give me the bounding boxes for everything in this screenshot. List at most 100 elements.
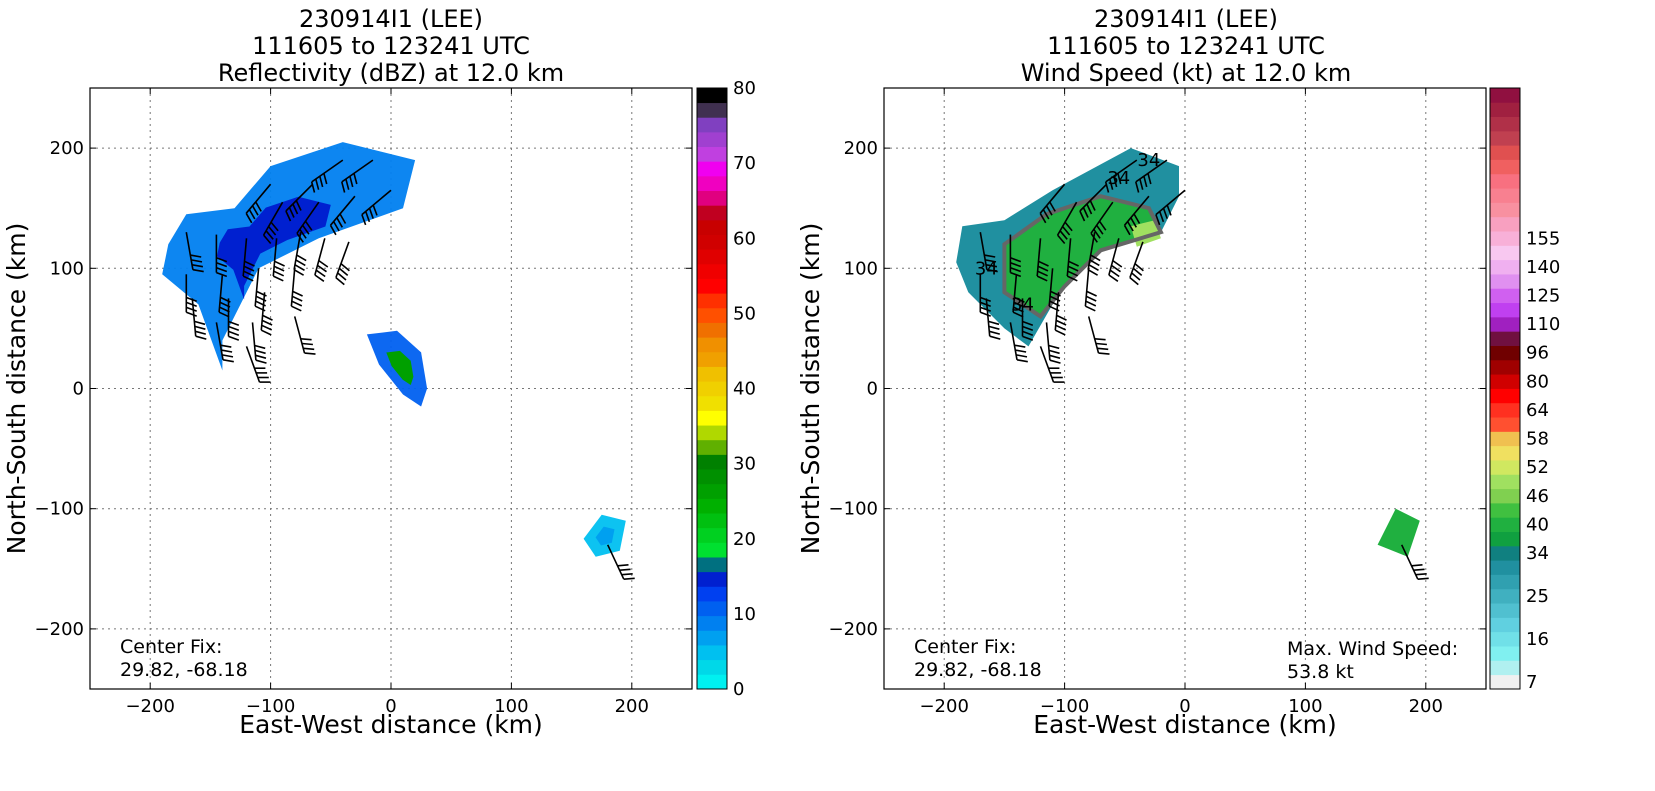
wind-barb-feather [1012,311,1024,318]
wind-barb-feather [273,270,285,277]
wind-barb-feather [985,264,998,268]
wind-barb-feather [1049,201,1056,212]
colorbar-swatch [697,366,727,382]
wind-barb-feather [1162,207,1168,219]
colorbar-tick-label: 155 [1526,228,1560,249]
wind-barb-feather [314,274,325,282]
colorbar-tick-label: 140 [1526,257,1560,278]
colorbar-swatch [1490,388,1520,404]
wind-barb-feather [988,330,1001,335]
wind-barb-feather [1111,264,1121,273]
colorbar-swatch [697,117,727,133]
colorbar-swatch [697,131,727,148]
colorbar-swatch [1490,574,1520,590]
wind-barb-staff [606,544,625,580]
wind-barb [1045,322,1061,364]
wind-barb-feather [1147,173,1152,185]
wind-speed-region [1377,508,1420,557]
colorbar-swatch [1490,359,1520,375]
wind-barb-feather [1085,300,1097,307]
wind-barb-feather [301,342,313,346]
wind-barb-feather [315,269,326,278]
colorbar-swatch [1490,460,1520,475]
wind-barb-feather [1086,290,1097,297]
wind-barb-feather [1095,224,1104,235]
chart-title-line: 230914I1 (LEE) [299,5,483,33]
center-fix-label: Center Fix: [120,636,222,658]
wind-barb [979,274,991,317]
colorbar-tick-label: 16 [1526,629,1549,650]
wind-barb-feather [1068,260,1079,267]
colorbar-swatch [697,293,727,309]
wind-barb-staff [985,298,991,337]
colorbar-swatch [1490,274,1520,289]
y-axis-label: North-South distance (km) [2,223,31,555]
wind-barb-feather [621,573,633,576]
wind-barb-staff [1087,316,1100,354]
wind-barb-staff [1129,241,1144,278]
colorbar-swatch [697,630,727,646]
wind-barb-staff [1079,183,1108,212]
wind-barb [1155,189,1186,226]
wind-barb-feather [1104,181,1110,193]
wind-barb-feather [988,320,1000,326]
colorbar-swatch [697,234,727,250]
wind-barb [245,346,271,383]
wind-barb-feather [192,268,204,273]
wind-barb-feather [619,568,631,571]
colorbar-tick-label: 30 [733,454,756,475]
wind-barb [1108,238,1123,282]
wind-barb-feather [296,254,307,262]
wind-barb-staff [245,346,261,383]
wind-barb-feather [1059,230,1068,240]
wind-barb-feather [349,175,354,188]
colorbar-swatch [697,175,727,192]
wind-barb [329,195,356,236]
wind-barb-feather [318,259,329,268]
wind-barb-feather [1133,213,1141,224]
wind-barb-feather [1079,210,1086,222]
wind-barb-feather [262,234,272,245]
wind-barb-feather [242,275,254,282]
wind-barb-feather [228,320,240,327]
colorbar-swatch [1490,331,1520,346]
wind-barb-feather [1061,225,1071,236]
grid-lines [884,88,1486,689]
wind-barb-feather [988,325,1000,330]
colorbar-swatch [697,439,727,455]
wind-barb-staff [1009,322,1018,360]
colorbar-swatch [697,395,727,411]
wind-barb [1039,183,1066,224]
colorbar-swatch [1490,617,1520,633]
wind-barb-staff [1048,268,1054,307]
wind-barb-feather [195,335,207,340]
colorbar-swatch [1490,545,1520,561]
wind-barb-feather [1126,221,1134,232]
wind-barb [260,292,273,336]
wind-barb-feather [315,178,320,190]
colorbar-swatch [1490,259,1520,275]
wind-barb-feather [243,265,255,272]
colorbar-tick-label: 52 [1526,457,1549,478]
wind-barb [1009,322,1028,363]
colorbar-tick-label: 60 [733,228,756,249]
wind-barb-feather [300,338,312,341]
colorbar-swatch [1490,402,1520,418]
max-wind-label: Max. Wind Speed: [1287,638,1458,660]
center-fix-value: 29.82, -68.18 [120,659,248,681]
colorbar-swatch [697,571,727,587]
wind-barb-feather [329,224,337,236]
colorbar-swatch [697,161,727,177]
wind-barb-staff [1036,238,1042,277]
colorbar-swatch [1490,646,1520,661]
wind-barb-feather [292,290,303,297]
wind-barb-feather [980,311,991,317]
wind-barb [245,183,272,224]
y-tick-label: −100 [35,499,84,520]
wind-barb-feather [1093,228,1101,239]
wind-barb [361,189,392,226]
wind-barb-staff [1039,183,1066,214]
wind-barb-feather [1089,200,1096,211]
colorbar-tick-label: 70 [733,153,756,174]
